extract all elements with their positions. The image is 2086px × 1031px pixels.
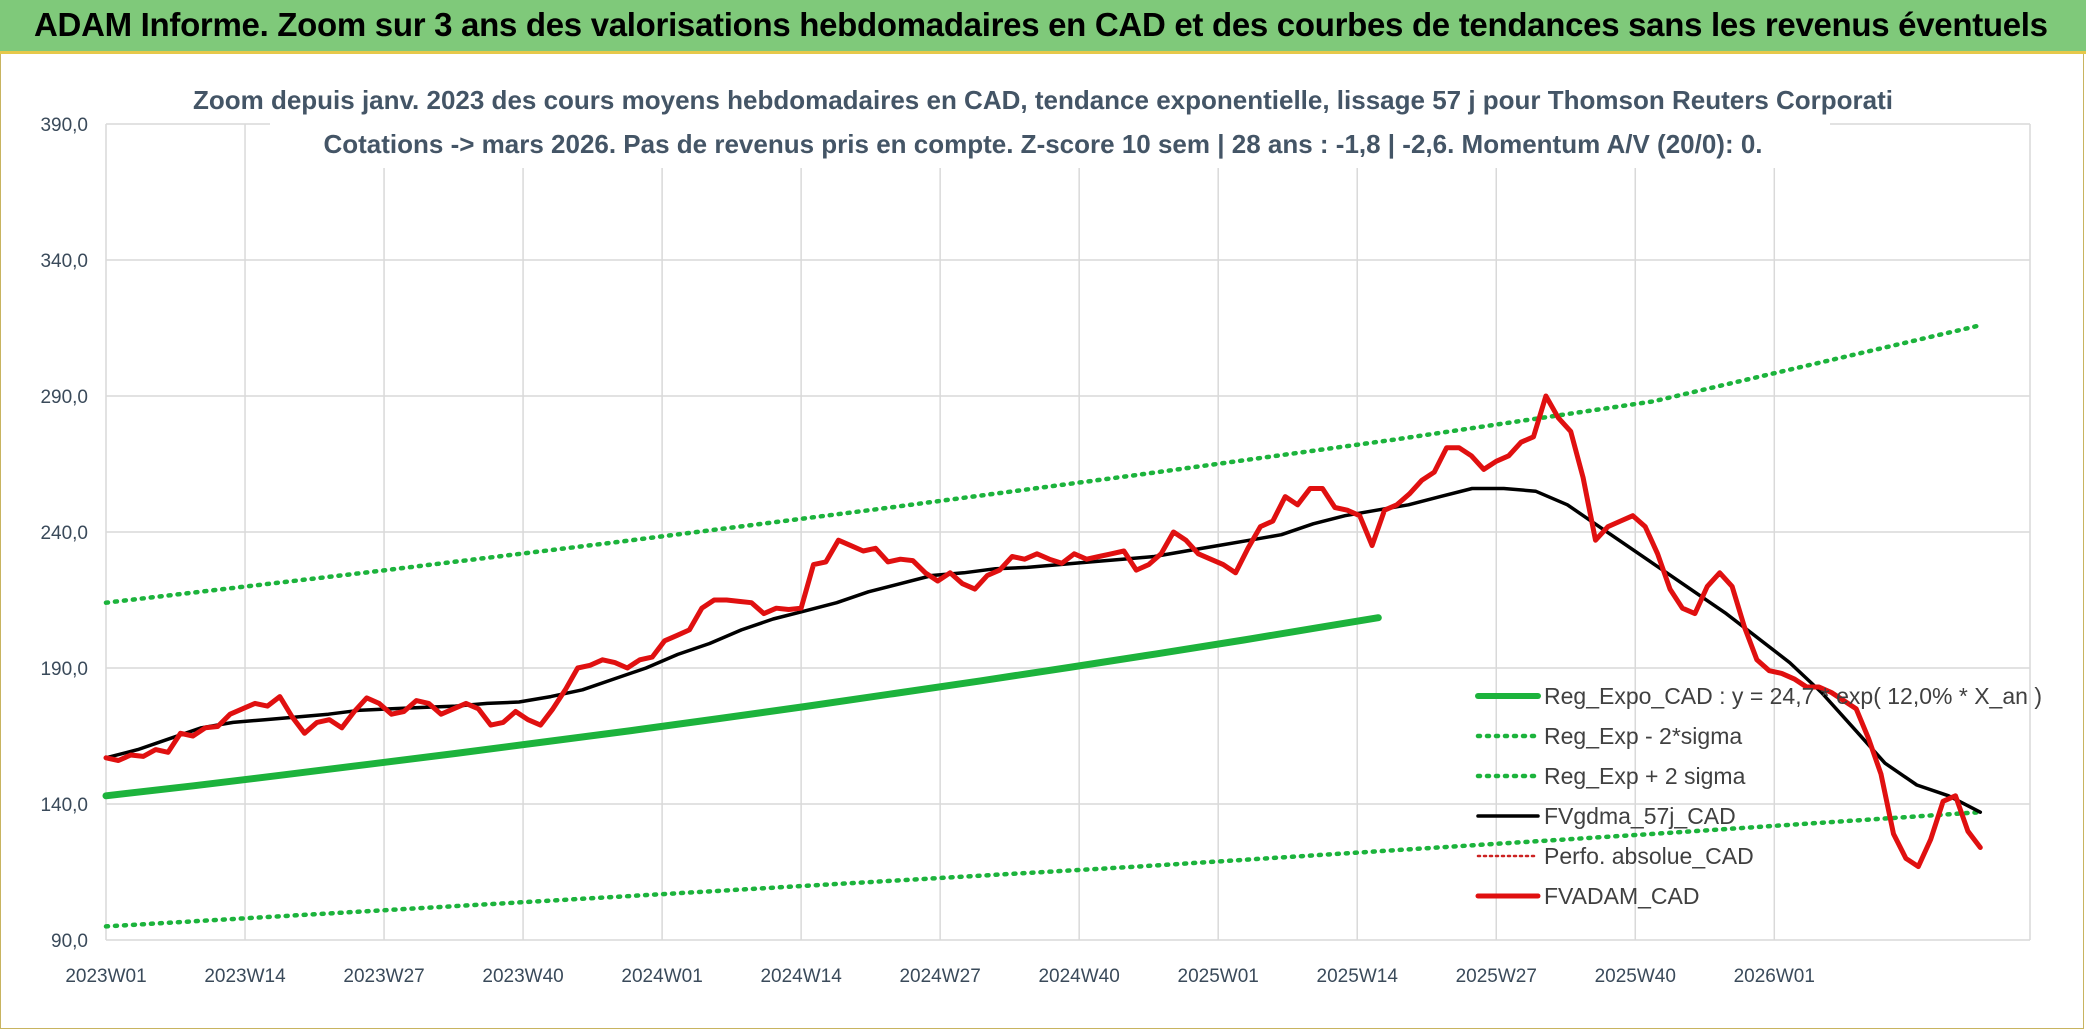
series-line-0: [102, 614, 1382, 800]
legend-label: Reg_Expo_CAD : y = 24,7 * exp( 12,0% * X…: [1544, 683, 2042, 709]
x-tick-label: 2024W40: [1038, 966, 1119, 987]
chart-series: [102, 323, 1983, 929]
title-banner: ADAM Informe. Zoom sur 3 ans des valoris…: [0, 0, 2086, 54]
x-tick-label: 2023W40: [482, 966, 563, 987]
chart-subtitle-line2: Cotations -> mars 2026. Pas de revenus p…: [323, 129, 1762, 159]
y-tick-label: 140,0: [40, 795, 88, 816]
x-tick-label: 2023W14: [204, 966, 286, 987]
y-tick-label: 90,0: [51, 931, 88, 952]
chart-subtitle-line1: Zoom depuis janv. 2023 des cours moyens …: [193, 85, 1893, 115]
chart-grid: [105, 123, 2031, 941]
legend-label: Reg_Exp - 2*sigma: [1544, 723, 1742, 749]
series-line-3: [104, 486, 1983, 814]
y-tick-label: 240,0: [40, 523, 88, 544]
y-tick-label: 340,0: [40, 251, 88, 272]
x-tick-label: 2025W40: [1595, 966, 1676, 987]
axis-ticks: 90,0 140,0 190,0 240,0 290,0 340,0 390,0 2023W0…: [40, 115, 1815, 987]
chart-legend: Reg_Expo_CAD : y = 24,7 * exp( 12,0% * X…: [1475, 683, 2042, 909]
legend-label: Reg_Exp + 2 sigma: [1544, 763, 1746, 789]
y-tick-label: 190,0: [40, 659, 88, 680]
x-tick-label: 2025W27: [1456, 966, 1537, 987]
subtitle-background: [270, 84, 1830, 168]
legend-label: Perfo. absolue_CAD: [1544, 843, 1754, 869]
x-tick-label: 2023W27: [343, 966, 424, 987]
x-tick-label: 2025W01: [1178, 966, 1259, 987]
x-tick-label: 2025W14: [1317, 966, 1399, 987]
x-tick-label: 2024W14: [760, 966, 842, 987]
y-tick-label: 290,0: [40, 387, 88, 408]
series-line-1: [103, 809, 1983, 929]
y-tick-label: 390,0: [40, 115, 88, 136]
series-line-5: [103, 393, 1983, 870]
x-tick-label: 2024W01: [621, 966, 702, 987]
x-tick-label: 2023W01: [65, 966, 146, 987]
x-tick-label: 2026W01: [1734, 966, 1815, 987]
page-title: ADAM Informe. Zoom sur 3 ans des valoris…: [34, 6, 2048, 43]
x-tick-label: 2024W27: [899, 966, 980, 987]
legend-label: FVADAM_CAD: [1544, 883, 1700, 909]
legend-label: FVgdma_57j_CAD: [1544, 803, 1736, 829]
series-line-2: [103, 323, 1983, 605]
